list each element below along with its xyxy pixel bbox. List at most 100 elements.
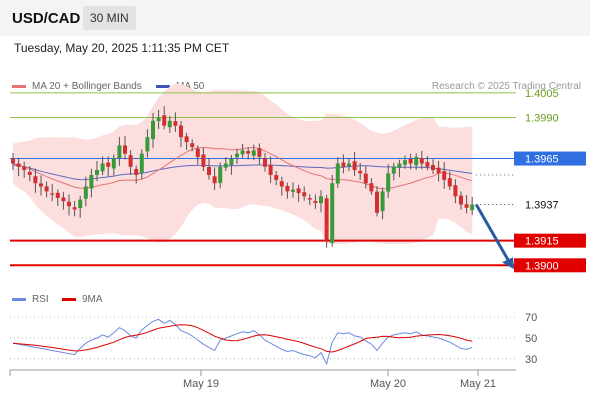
candle-body xyxy=(352,161,357,171)
candle-body xyxy=(106,162,111,167)
candle-body xyxy=(397,163,402,168)
candle-body xyxy=(291,189,295,192)
candle-body xyxy=(302,192,307,197)
candle-body xyxy=(464,204,469,208)
level-label-1.3915: 1.3915 xyxy=(525,236,559,248)
candle-body xyxy=(324,198,329,241)
legend-9ma-label: 9MA xyxy=(82,294,103,305)
bollinger-band xyxy=(13,83,473,245)
candle-body xyxy=(431,164,435,171)
candle-body xyxy=(207,167,211,175)
timeframe-button[interactable]: 30 MIN xyxy=(83,6,136,30)
legend-ma20: MA 20 + Bollinger Bands xyxy=(12,81,142,92)
forecast-arrow-shaft xyxy=(474,203,512,265)
header-bar: USD/CAD 30 MIN xyxy=(0,0,590,36)
candle-body xyxy=(212,176,217,184)
rsi-9ma-line xyxy=(12,324,473,353)
candle-body xyxy=(447,178,452,187)
candle-body xyxy=(44,186,49,192)
rsi-swatch xyxy=(12,297,26,301)
level-tag-1.3900 xyxy=(514,258,586,273)
rsi-tick-50: 50 xyxy=(525,333,537,345)
candle-body xyxy=(11,158,15,164)
candle-body xyxy=(319,196,323,204)
symbol-title: USD/CAD xyxy=(12,10,81,27)
candle-body xyxy=(330,183,335,243)
candle-body xyxy=(162,115,167,126)
candle-body xyxy=(173,121,178,126)
candle-body xyxy=(257,148,262,157)
candle-body xyxy=(341,162,346,167)
ma50-swatch xyxy=(156,84,170,88)
last-price-label: 1.3937 xyxy=(525,200,559,212)
candle-body xyxy=(128,155,133,167)
level-label-1.3965: 1.3965 xyxy=(525,154,559,166)
rsi-tick-70: 70 xyxy=(525,312,537,324)
legend-ma20-label: MA 20 + Bollinger Bands xyxy=(32,81,142,92)
candle-body xyxy=(470,204,475,211)
x-tick-label: May 20 xyxy=(370,378,406,390)
candle-body xyxy=(156,117,161,122)
legend-ma50: MA 50 xyxy=(156,81,204,92)
candle-body xyxy=(268,164,273,175)
rsi-tick-30: 30 xyxy=(525,354,537,366)
x-tick-label: May 21 xyxy=(460,378,496,390)
candle-body xyxy=(33,176,38,184)
last-price-tag xyxy=(514,197,586,212)
candle-body xyxy=(145,137,150,152)
candle-body xyxy=(190,143,195,148)
candle-body xyxy=(218,166,223,183)
forecast-arrow-head xyxy=(502,257,514,270)
candle-body xyxy=(380,191,385,212)
candle-body xyxy=(425,162,430,167)
candle-body xyxy=(408,158,413,164)
candle-body xyxy=(61,197,66,202)
candle-body xyxy=(386,173,391,192)
candle-body xyxy=(263,158,267,167)
candle-body xyxy=(179,125,183,138)
legend-rsi: RSI xyxy=(12,294,49,305)
candle-body xyxy=(419,158,424,164)
ma9-swatch xyxy=(62,297,76,301)
candle-body xyxy=(375,191,379,213)
candle-body xyxy=(95,170,99,175)
candle-body xyxy=(436,167,441,174)
candle-body xyxy=(442,171,447,180)
candle-body xyxy=(251,150,256,156)
legend-ma50-label: MA 50 xyxy=(176,81,205,92)
datetime-label: Tuesday, May 20, 2025 1:11:35 PM CET xyxy=(14,41,230,55)
candle-body xyxy=(240,150,245,155)
candle-body xyxy=(134,168,139,175)
candle-body xyxy=(459,195,463,205)
candle-body xyxy=(347,163,351,167)
x-tick-label: May 19 xyxy=(183,378,219,390)
candle-body xyxy=(403,160,407,165)
candle-body xyxy=(83,186,88,199)
candle-body xyxy=(22,166,27,171)
level-tag-1.3965 xyxy=(514,151,586,166)
ma20-swatch xyxy=(12,84,26,88)
candle-body xyxy=(78,199,83,209)
candle-body xyxy=(414,156,419,166)
candle-body xyxy=(117,145,122,159)
candle-body xyxy=(16,163,21,167)
level-label-1.3900: 1.3900 xyxy=(525,260,559,272)
candle-body xyxy=(89,174,94,189)
candle-body xyxy=(274,175,279,180)
candle-body xyxy=(67,201,71,207)
candle-body xyxy=(184,136,189,143)
candle-body xyxy=(167,120,172,128)
candle-body xyxy=(27,171,32,175)
level-label-1.4005: 1.4005 xyxy=(525,88,559,100)
candle-body xyxy=(123,145,127,154)
candle-body xyxy=(139,153,144,173)
candle-body xyxy=(307,198,312,200)
level-tag-1.3915 xyxy=(514,233,586,248)
candle-body xyxy=(335,163,340,184)
candle-body xyxy=(72,207,77,210)
candle-body xyxy=(195,148,200,157)
level-label-1.3990: 1.3990 xyxy=(525,112,559,124)
candle-body xyxy=(100,163,105,172)
candle-body xyxy=(285,185,290,192)
